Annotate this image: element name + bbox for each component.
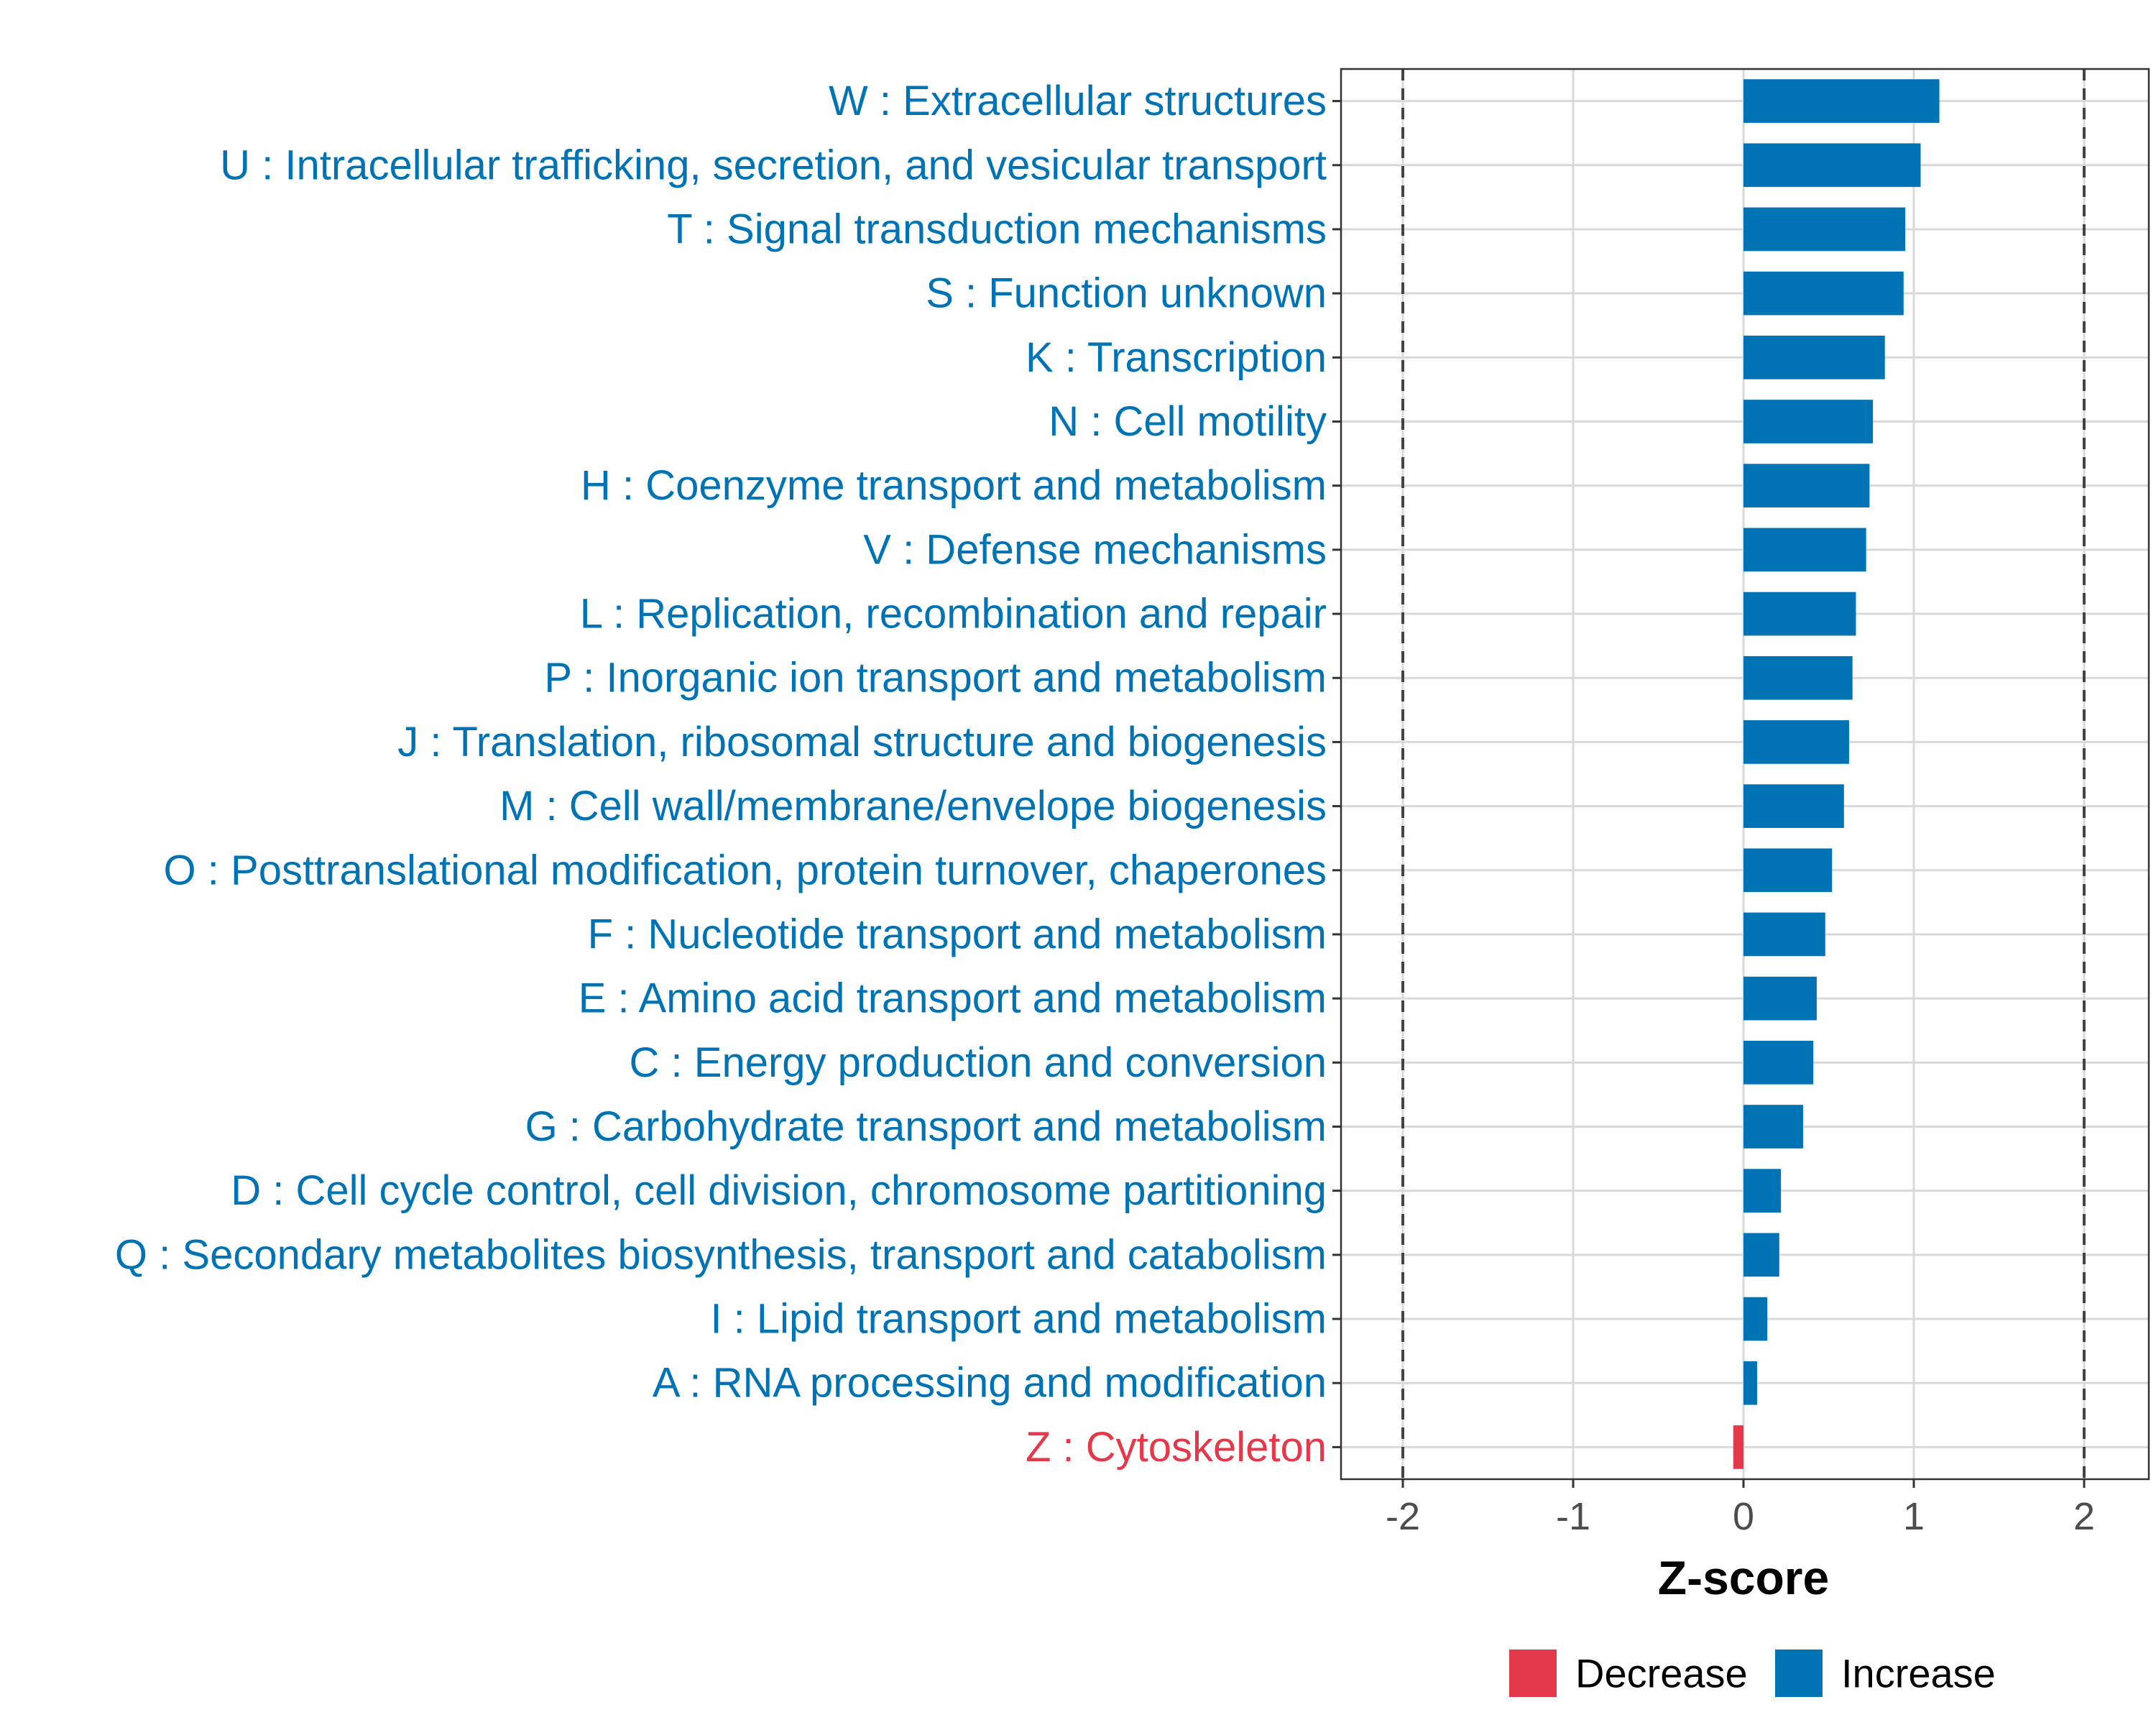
bar (1743, 848, 1833, 893)
bar (1743, 1233, 1779, 1277)
category-label: D : Cell cycle control, cell division, c… (231, 1167, 1327, 1214)
bar (1743, 464, 1870, 508)
bar (1743, 528, 1866, 572)
plot-panel-border (1340, 68, 2150, 1481)
x-tick-label: 0 (1733, 1495, 1754, 1538)
category-label: W : Extracellular structures (829, 78, 1327, 124)
legend-key (1775, 1650, 1823, 1697)
category-labels: W : Extracellular structures U : Intracel… (115, 78, 1327, 1471)
category-label: T : Signal transduction mechanisms (667, 206, 1327, 252)
category-label: Z : Cytoskeleton (1026, 1424, 1327, 1471)
bar (1743, 784, 1844, 828)
category-label: N : Cell motility (1049, 398, 1327, 445)
x-axis-title: Z-score (1658, 1551, 1829, 1604)
category-label: Q : Secondary metabolites biosynthesis, … (115, 1231, 1327, 1278)
bar (1743, 592, 1856, 636)
bar (1743, 271, 1904, 316)
x-tick-label: -2 (1386, 1495, 1420, 1538)
legend-label: Decrease (1575, 1651, 1748, 1696)
bar (1743, 656, 1853, 700)
bar (1743, 912, 1825, 957)
category-label: U : Intracellular trafficking, secretion… (220, 142, 1327, 188)
bars (1733, 79, 1940, 1469)
bar (1743, 976, 1817, 1021)
category-label: E : Amino acid transport and metabolism (579, 975, 1327, 1022)
x-tick-label: -1 (1556, 1495, 1590, 1538)
category-label: L : Replication, recombination and repai… (580, 591, 1327, 638)
y-axis-ticks (1332, 100, 1341, 1448)
legend-label: Increase (1841, 1651, 1996, 1696)
legend-key (1509, 1650, 1557, 1697)
category-label: S : Function unknown (926, 270, 1327, 317)
bar (1743, 207, 1906, 252)
bar (1743, 1361, 1757, 1405)
bar (1743, 1169, 1782, 1213)
x-axis-ticks: -2 -1 0 1 2 (1386, 1479, 2095, 1538)
category-label: A : RNA processing and modification (653, 1360, 1327, 1407)
x-tick-label: 1 (1903, 1495, 1925, 1538)
category-label: V : Defense mechanisms (863, 526, 1327, 573)
bar (1743, 143, 1921, 188)
bar (1743, 335, 1885, 380)
category-label: P : Inorganic ion transport and metaboli… (544, 655, 1327, 702)
bar (1743, 1040, 1814, 1085)
bar (1743, 720, 1849, 764)
category-label: O : Posttranslational modification, prot… (164, 847, 1327, 893)
category-label: K : Transcription (1026, 334, 1327, 381)
category-label: G : Carbohydrate transport and metabolis… (525, 1103, 1327, 1150)
category-label: J : Translation, ribosomal structure and… (397, 719, 1327, 765)
category-label: I : Lipid transport and metabolism (710, 1296, 1327, 1343)
bar (1743, 400, 1874, 443)
bar (1743, 79, 1940, 123)
bar (1733, 1425, 1743, 1469)
category-label: M : Cell wall/membrane/envelope biogenes… (499, 783, 1327, 829)
category-label: C : Energy production and conversion (630, 1039, 1327, 1086)
category-label: H : Coenzyme transport and metabolism (581, 462, 1327, 509)
bar (1743, 1105, 1803, 1149)
category-label: F : Nucleotide transport and metabolism (588, 911, 1327, 957)
legend: Decrease Increase (1509, 1650, 1996, 1697)
bar (1743, 1297, 1768, 1341)
reference-lines (1401, 69, 2086, 1479)
x-tick-label: 2 (2073, 1495, 2095, 1538)
